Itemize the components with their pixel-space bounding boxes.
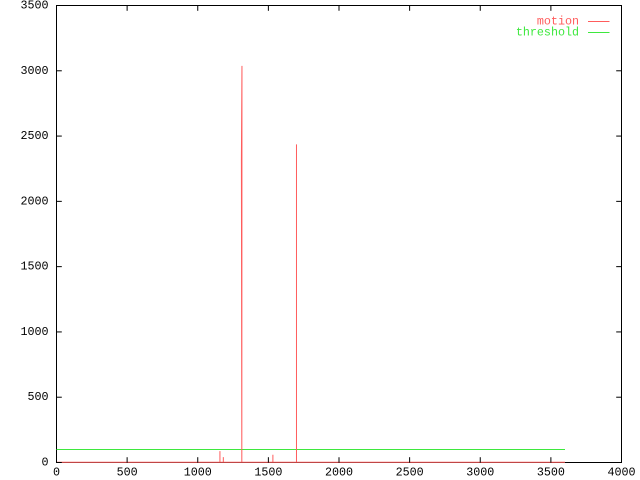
svg-text:1000: 1000: [20, 325, 48, 339]
svg-text:1500: 1500: [20, 260, 48, 274]
svg-text:3500: 3500: [537, 466, 565, 480]
svg-text:1000: 1000: [184, 466, 212, 480]
svg-text:500: 500: [27, 390, 48, 404]
svg-text:3000: 3000: [466, 466, 494, 480]
svg-text:0: 0: [53, 466, 60, 480]
svg-text:threshold: threshold: [516, 26, 579, 40]
svg-text:2500: 2500: [20, 129, 48, 143]
svg-text:4000: 4000: [607, 466, 635, 480]
svg-text:2000: 2000: [20, 194, 48, 208]
svg-text:2500: 2500: [396, 466, 424, 480]
svg-text:3000: 3000: [20, 64, 48, 78]
svg-text:2000: 2000: [325, 466, 353, 480]
svg-text:500: 500: [117, 466, 138, 480]
svg-text:0: 0: [41, 456, 48, 470]
svg-text:3500: 3500: [20, 0, 48, 13]
svg-text:1500: 1500: [254, 466, 282, 480]
